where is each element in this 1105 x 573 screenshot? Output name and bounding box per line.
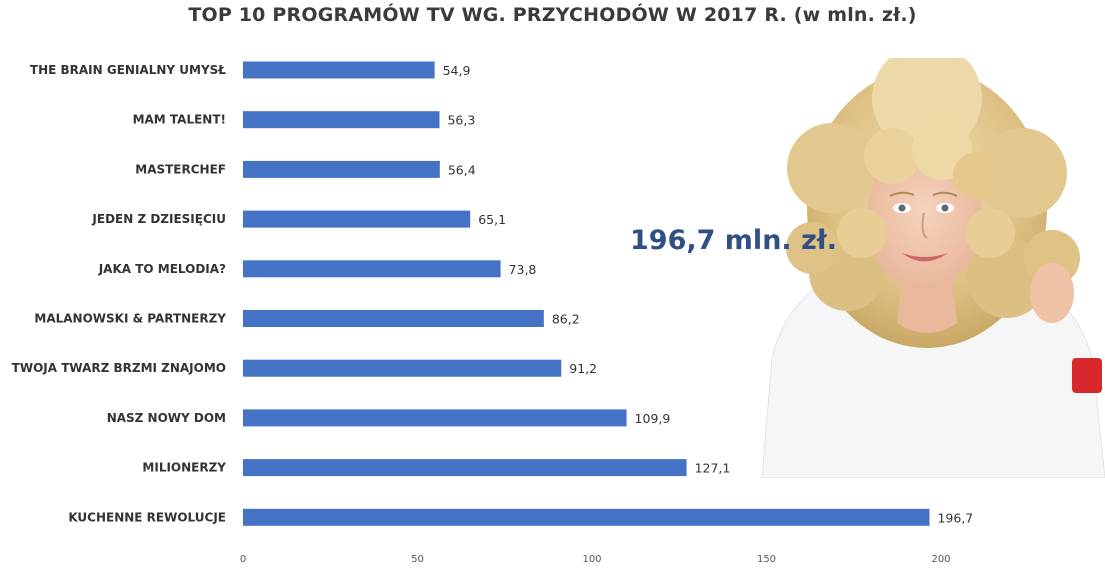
bar bbox=[243, 409, 627, 427]
x-tick-label: 100 bbox=[582, 554, 601, 565]
value-label: 91,2 bbox=[569, 361, 597, 376]
hand bbox=[1030, 263, 1074, 323]
category-label: THE BRAIN GENIALNY UMYSŁ bbox=[30, 63, 226, 77]
category-label: MAM TALENT! bbox=[133, 113, 226, 127]
x-tick-label: 150 bbox=[757, 554, 776, 565]
bar bbox=[243, 111, 440, 129]
value-label: 56,4 bbox=[448, 162, 476, 177]
value-label: 56,3 bbox=[447, 113, 475, 128]
category-label: KUCHENNE REWOLUCJE bbox=[68, 510, 226, 524]
bracelet bbox=[1072, 358, 1102, 393]
bar bbox=[243, 160, 440, 178]
bar bbox=[243, 508, 930, 526]
value-label: 127,1 bbox=[695, 461, 731, 476]
value-label: 86,2 bbox=[552, 312, 580, 327]
category-label: MILIONERZY bbox=[142, 461, 226, 475]
category-label: TWOJA TWARZ BRZMI ZNAJOMO bbox=[12, 361, 226, 375]
category-label: JEDEN Z DZIESIĘCIU bbox=[91, 212, 226, 226]
value-label: 109,9 bbox=[635, 411, 671, 426]
category-label: MALANOWSKI & PARTNERZY bbox=[34, 312, 226, 326]
bar bbox=[243, 260, 501, 278]
value-label: 196,7 bbox=[937, 510, 973, 525]
bar bbox=[243, 310, 544, 327]
portrait-photo bbox=[761, 58, 1105, 478]
bar bbox=[243, 61, 435, 79]
x-tick-label: 50 bbox=[411, 554, 424, 565]
bar bbox=[243, 359, 562, 377]
bar bbox=[243, 210, 471, 228]
chart-title: TOP 10 PROGRAMÓW TV WG. PRZYCHODÓW W 201… bbox=[188, 4, 917, 26]
highlight-annotation: 196,7 mln. zł. bbox=[630, 225, 838, 256]
bar bbox=[243, 459, 687, 477]
value-label: 54,9 bbox=[443, 63, 471, 78]
x-tick-label: 0 bbox=[240, 554, 246, 565]
category-label: NASZ NOWY DOM bbox=[107, 411, 226, 425]
x-tick-label: 200 bbox=[931, 554, 950, 565]
value-label: 73,8 bbox=[509, 262, 537, 277]
category-label: JAKA TO MELODIA? bbox=[98, 262, 226, 276]
value-label: 65,1 bbox=[478, 212, 506, 227]
category-label: MASTERCHEF bbox=[135, 162, 226, 176]
